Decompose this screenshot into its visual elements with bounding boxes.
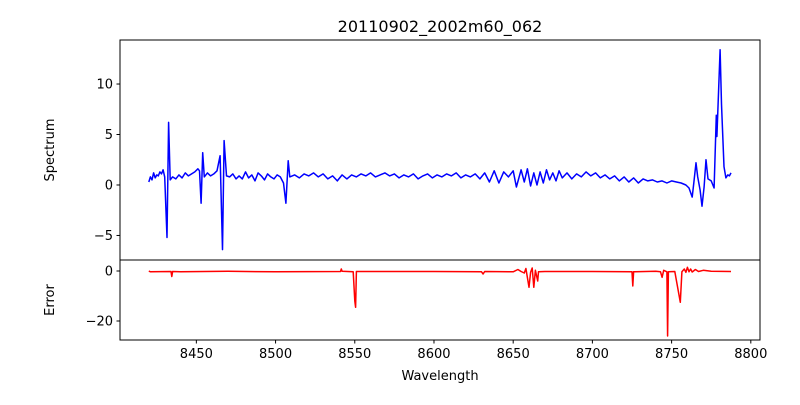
x-tick-label: 8650 <box>497 347 530 362</box>
y-tick-label: −5 <box>94 229 113 244</box>
y-tick-label: 5 <box>105 128 113 143</box>
x-tick-label: 8450 <box>180 347 213 362</box>
x-tick-label: 8750 <box>655 347 688 362</box>
x-tick-label: 8500 <box>259 347 292 362</box>
y-tick-label: −20 <box>86 315 113 330</box>
chart-title: 20110902_2002m60_062 <box>338 17 543 37</box>
y-axis-label-error: Error <box>43 284 58 316</box>
y-tick-label: 10 <box>96 78 113 93</box>
error-line <box>148 266 732 337</box>
x-tick-label: 8800 <box>734 347 767 362</box>
spectrum-line <box>148 48 732 251</box>
y-axis-label-spectrum: Spectrum <box>43 119 58 182</box>
y-tick-label: 0 <box>105 265 113 280</box>
x-tick-label: 8550 <box>338 347 371 362</box>
error-axes-frame <box>119 259 761 341</box>
x-tick-label: 8600 <box>417 347 450 362</box>
spectrum-axes-frame <box>119 39 761 261</box>
y-tick-label: 0 <box>105 178 113 193</box>
x-tick-label: 8700 <box>576 347 609 362</box>
x-axis-label: Wavelength <box>401 369 478 384</box>
